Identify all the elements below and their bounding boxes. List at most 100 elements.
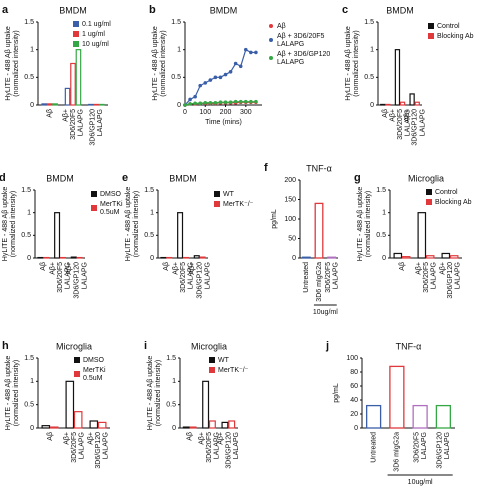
legend-swatch [209, 367, 215, 373]
y-tick-label: 0.5 [24, 402, 34, 409]
x-tick-label: Aβ+3D6/20F5LALAPG [415, 262, 437, 293]
bar [98, 103, 105, 106]
legend-swatch [214, 191, 220, 197]
chart-title: BMDM [169, 173, 197, 183]
x-tick-label: Aβ+3D6/20F5LALAPG [62, 109, 84, 140]
legend-swatch [74, 357, 80, 363]
chart-title: BMDM [386, 5, 414, 15]
y-tick-label: 1 [172, 378, 176, 385]
bar [435, 404, 451, 429]
bar [380, 103, 386, 106]
bar [75, 49, 82, 106]
point [228, 100, 233, 105]
legend-swatch [426, 199, 432, 205]
point [254, 50, 258, 55]
panel-letter: d [0, 172, 6, 184]
x-tick-label: 100 [199, 109, 211, 116]
y-tick-label: 1 [370, 47, 374, 54]
chart-title: TNF-α [306, 163, 332, 173]
legend-label: 10 ug/ml [82, 41, 109, 48]
x-tick-label: 200 [220, 109, 232, 116]
y-axis-label: HyLITE - 488 Aβ uptake(normalized intens… [5, 356, 20, 431]
y-tick-label: 1.5 [21, 187, 31, 194]
x-tick-label: Aβ+3D6/GP120LALAPG [404, 109, 426, 146]
y-tick-label: 1.5 [364, 19, 374, 26]
y-tick-label: 0 [150, 255, 154, 262]
point [193, 101, 197, 106]
x-tick-label: Aβ+3D6/20F5LALAPG [49, 262, 71, 293]
legend-marker [269, 24, 273, 28]
y-tick-label: 100 [346, 355, 358, 362]
bar [401, 256, 411, 259]
y-tick-label: 1 [177, 47, 181, 54]
legend-label: 0.1 ug/ml [82, 21, 111, 28]
y-tick-label: 1 [27, 210, 31, 217]
y-tick-label: 0 [177, 102, 181, 109]
legend-label: MerTKi 0.5uM [100, 201, 123, 216]
x-tick-label: 300 [240, 109, 252, 116]
point [203, 100, 208, 105]
bar [97, 421, 107, 429]
panel-letter: a [2, 4, 9, 16]
y-axis-label: HyLITE - 488 Aβ uptake(normalized intens… [152, 26, 167, 101]
point [208, 100, 213, 105]
x-tick-label: Aβ [187, 432, 194, 441]
y-tick-label: 1.5 [376, 187, 386, 194]
bar [441, 252, 451, 259]
y-tick-label: 0.5 [24, 74, 34, 81]
bar [412, 404, 428, 429]
legend-swatch [214, 201, 220, 207]
x-tick-label: Aβ [47, 432, 54, 441]
chart-title: TNF-α [396, 341, 422, 351]
x-tick-label: Aβ+3D6/GP120LALAPG [66, 262, 88, 299]
legend-label: Blocking Ab [437, 33, 474, 40]
x-tick-label: 3D6/GP120LALAPG [89, 109, 104, 146]
y-tick-label: 100 [284, 216, 296, 223]
y-tick-label: 1 [150, 210, 154, 217]
x-tick-label: 3D6/20F5LALAPG [413, 432, 428, 463]
bar [393, 252, 403, 259]
y-tick-label: 0 [292, 255, 296, 262]
bar [88, 103, 94, 106]
x-tick-label: Aβ+3D6/GP120LALAPG [189, 262, 211, 299]
bar [93, 103, 100, 106]
legend-swatch [73, 21, 79, 27]
legend-label: MerTK⁻/⁻ [218, 367, 249, 374]
y-tick-label: 0.5 [166, 402, 176, 409]
x-tick-label: Aβ+3D6/20F5LALAPG [389, 109, 411, 140]
legend-swatch [91, 191, 97, 197]
y-tick-label: 80 [350, 369, 358, 376]
bar [327, 256, 337, 259]
y-tick-label: 40 [350, 397, 358, 404]
point [249, 50, 253, 55]
x-tick-label: Aβ [382, 109, 389, 118]
legend-label: 1 ug/ml [82, 31, 105, 38]
legend-swatch [73, 41, 79, 47]
y-axis-label: HyLITE - 488 Aβ uptake(normalized intens… [147, 356, 162, 431]
legend-marker [269, 56, 273, 60]
chart-title: Microglia [56, 341, 92, 351]
bar [314, 202, 324, 259]
point [233, 61, 238, 66]
point [198, 83, 202, 88]
panel-letter: c [342, 4, 348, 16]
bar [399, 101, 406, 106]
point [218, 75, 223, 80]
y-axis-label: HyLITE - 488 Aβ uptake(normalized intens… [5, 26, 20, 101]
y-tick-label: 1 [30, 378, 34, 385]
legend-label: Blocking Ab [435, 199, 472, 206]
x-tick-label: Aβ+3D6/GP120LALAPG [87, 432, 109, 469]
point [223, 72, 228, 77]
y-axis-label: HyLITE - 488 Aβ uptake(normalized intens… [357, 187, 372, 262]
panel-letter: h [2, 340, 9, 352]
y-axis-label: HyLITE - 488 Aβ uptake(normalized intens… [125, 187, 140, 262]
x-tick-label: Untreated [303, 262, 310, 293]
y-tick-label: 0 [382, 255, 386, 262]
y-tick-label: 200 [284, 177, 296, 184]
x-tick-label: Aβ [40, 262, 47, 271]
x-tick-label: Aβ+3D6/GP120LALAPG [439, 262, 461, 299]
bar [202, 380, 210, 429]
bar [414, 101, 420, 106]
chart-title: BMDM [59, 5, 87, 15]
